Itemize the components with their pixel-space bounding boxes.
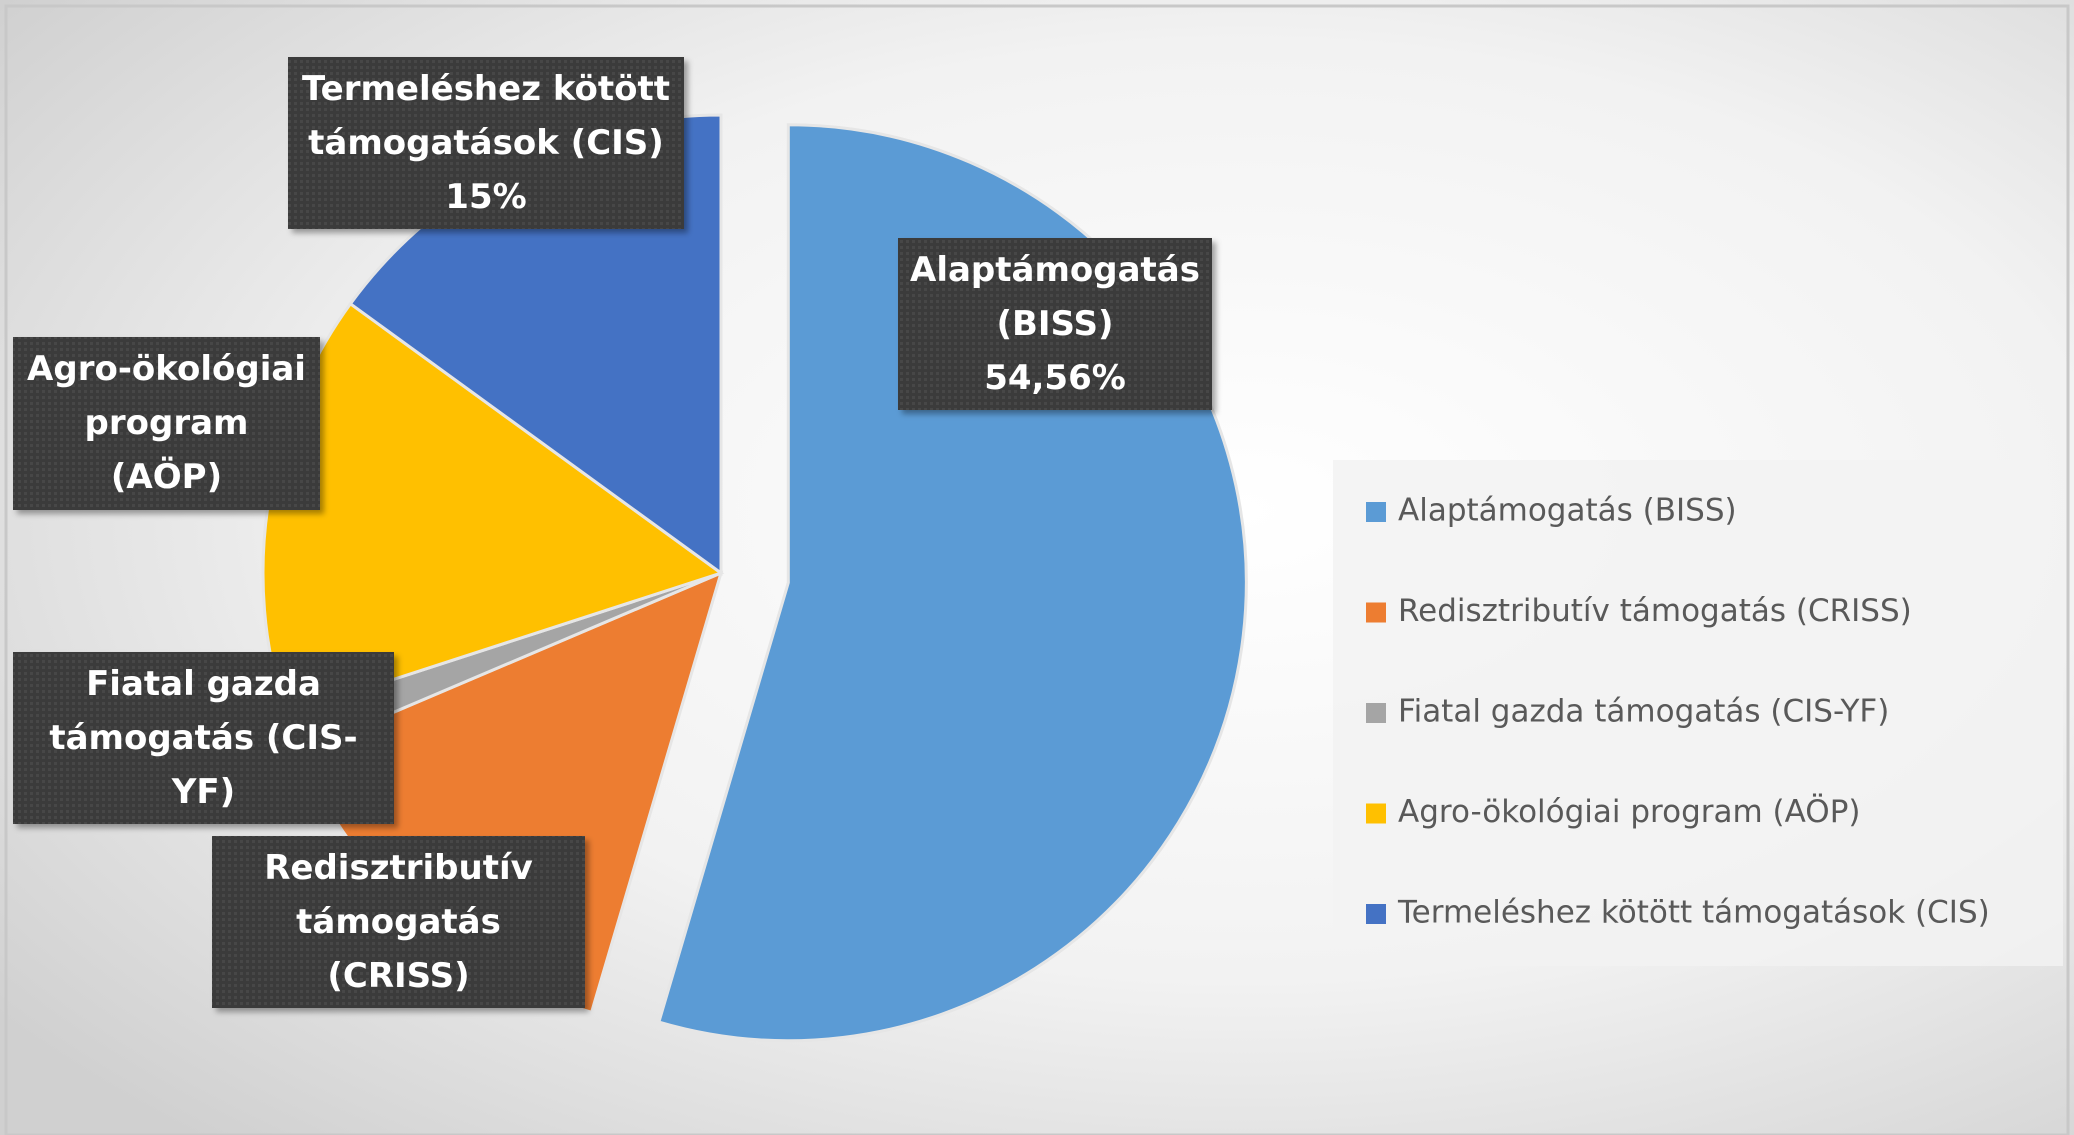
data-label: Agro-ökológiai program (AÖP) 15% — [13, 342, 320, 515]
data-label-value: 15% — [25, 504, 308, 515]
data-label-category: Alaptámogatás (BISS) — [910, 250, 1200, 344]
data-label-box — [13, 652, 394, 824]
legend-box — [1333, 460, 2063, 966]
legend-swatch — [1366, 904, 1386, 924]
data-label-value: 14,04% — [224, 1003, 573, 1013]
legend-label: Termeléshez kötött támogatások (CIS) — [1397, 895, 1990, 931]
data-label-text: Alaptámogatás (BISS) 54,56% — [898, 243, 1212, 405]
legend-swatch — [1366, 602, 1386, 623]
data-label: Redisztributív támogatás (CRISS) 14,04% — [212, 841, 585, 1013]
data-label-category: Agro-ökológiai program (AÖP) — [27, 349, 306, 497]
data-label-box — [898, 238, 1212, 410]
data-label: Termeléshez kötött támogatások (CIS) 15% — [288, 62, 684, 224]
data-label-text: Agro-ökológiai program (AÖP) 15% — [13, 342, 320, 515]
data-label-box — [13, 337, 320, 510]
data-label-text: Fiatal gazda támogatás (CIS-YF) 1,40% — [13, 657, 394, 829]
data-label-text: Termeléshez kötött támogatások (CIS) 15% — [288, 62, 684, 224]
data-label-box — [212, 836, 585, 1008]
data-label-category: Redisztributív támogatás (CRISS) — [264, 848, 533, 996]
legend-label: Agro-ökológiai program (AÖP) — [1398, 793, 1861, 830]
chart-border — [4, 4, 2070, 1135]
data-label: Fiatal gazda támogatás (CIS-YF) 1,40% — [13, 657, 394, 829]
legend-swatch — [1366, 502, 1386, 522]
legend-swatch — [1366, 703, 1386, 723]
legend-label: Redisztributív támogatás (CRISS) — [1398, 593, 1912, 629]
data-label-value: 54,56% — [984, 358, 1126, 398]
data-label-category: Termeléshez kötött támogatások (CIS) — [301, 69, 670, 163]
data-label-category: Fiatal gazda támogatás (CIS-YF) — [49, 664, 358, 812]
data-label-value: 1,40% — [25, 819, 382, 829]
legend-swatch — [1366, 803, 1386, 824]
data-label: Alaptámogatás (BISS) 54,56% — [898, 243, 1212, 405]
data-label-box — [288, 57, 684, 229]
data-label-value: 15% — [445, 177, 527, 217]
legend-label: Alaptámogatás (BISS) — [1398, 493, 1737, 529]
legend-label: Fiatal gazda támogatás (CIS-YF) — [1398, 694, 1889, 730]
data-label-text: Redisztributív támogatás (CRISS) 14,04% — [212, 841, 585, 1013]
